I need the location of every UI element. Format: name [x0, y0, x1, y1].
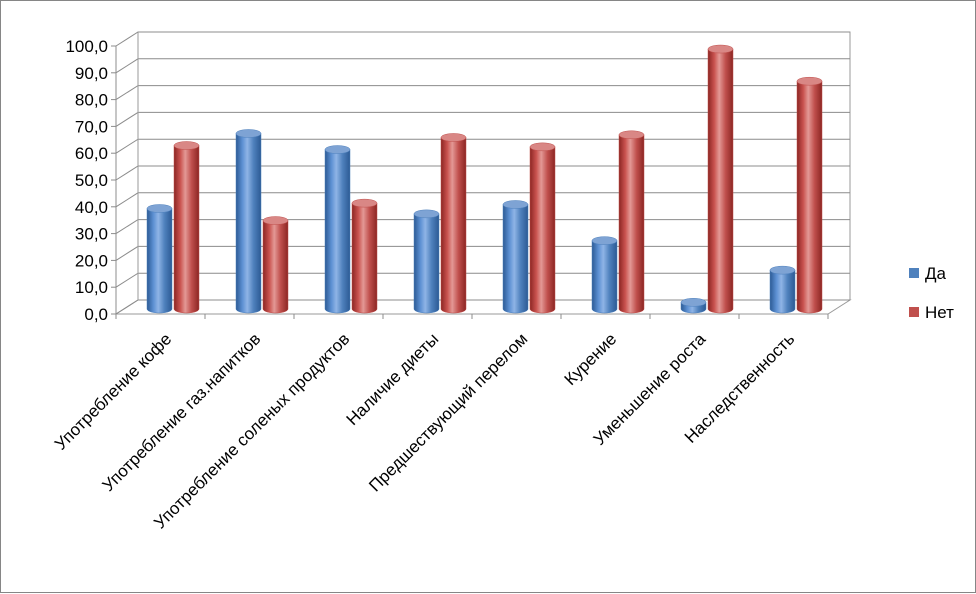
- gridline: [115, 245, 850, 261]
- bar-top: [618, 130, 645, 140]
- legend-label: Да: [925, 264, 947, 283]
- bar-body: [502, 204, 529, 314]
- bar-net-1: [173, 141, 200, 314]
- gridline: [115, 219, 850, 235]
- bar-top: [591, 236, 618, 245]
- bar-body: [324, 149, 351, 314]
- bar-top: [440, 133, 467, 142]
- bar-da-7: [680, 298, 707, 314]
- bar-net-8: [796, 76, 823, 314]
- bars: [146, 44, 823, 314]
- category-label: Курение: [561, 329, 621, 389]
- bar-da-1: [146, 204, 173, 314]
- gridline: [115, 272, 850, 288]
- bar-body: [351, 202, 378, 314]
- bar-net-3: [351, 198, 378, 314]
- y-tick-label: 90,0: [75, 64, 108, 83]
- y-tick-label: 10,0: [75, 278, 108, 297]
- bar-top: [146, 204, 173, 213]
- bar-top: [413, 209, 440, 219]
- y-tick-label: 50,0: [75, 171, 108, 190]
- bar-top: [235, 129, 262, 138]
- axes: [111, 32, 829, 319]
- gridline: [115, 58, 850, 74]
- bar-top: [707, 44, 734, 54]
- y-tick-label: 100,0: [65, 37, 108, 56]
- gridlines: [115, 31, 850, 315]
- bar-top: [680, 298, 707, 307]
- bar-top: [769, 265, 796, 275]
- bar-body: [146, 208, 173, 314]
- gridline: [115, 299, 850, 315]
- bar-net-4: [440, 133, 467, 314]
- bar-net-2: [262, 216, 289, 314]
- legend: Да Нет: [909, 264, 954, 322]
- y-tick-label: 20,0: [75, 251, 108, 270]
- bar-net-7: [707, 44, 734, 314]
- bar-top: [324, 145, 351, 154]
- gridline: [115, 85, 850, 101]
- category-label: Наличие диеты: [343, 329, 443, 429]
- bar-body: [173, 145, 200, 314]
- bar-top: [502, 200, 529, 209]
- y-tick-label: 70,0: [75, 117, 108, 136]
- bar-body: [529, 146, 556, 314]
- bar-top: [351, 198, 378, 208]
- bar-body: [440, 137, 467, 314]
- legend-label: Нет: [925, 303, 954, 322]
- bar-body: [591, 240, 618, 314]
- y-tick-label: 60,0: [75, 144, 108, 163]
- bar-da-2: [235, 129, 262, 314]
- bar-da-3: [324, 145, 351, 314]
- y-tick-label: 0,0: [84, 305, 108, 324]
- bar-body: [262, 220, 289, 314]
- gridline: [115, 111, 850, 127]
- chart-walls: [114, 31, 852, 315]
- bar-body: [707, 48, 734, 314]
- category-label: Употребление газ.напитков: [99, 329, 265, 495]
- bar-body: [413, 213, 440, 314]
- bar-body: [796, 80, 823, 314]
- bar-net-5: [529, 142, 556, 314]
- gridline: [115, 31, 850, 47]
- bar-top: [173, 141, 200, 150]
- bar-net-6: [618, 130, 645, 314]
- gridline: [115, 165, 850, 181]
- gridline: [115, 192, 850, 208]
- bar-da-4: [413, 209, 440, 314]
- bar-body: [618, 134, 645, 314]
- bar-top: [796, 76, 823, 86]
- bar-top: [529, 142, 556, 152]
- category-label: Предшествующий перелом: [365, 329, 531, 495]
- bar-da-5: [502, 200, 529, 314]
- bar-body: [769, 269, 796, 314]
- legend-swatch: [909, 268, 919, 278]
- y-tick-labels: 0,0 10,0 20,0 30,0 40,0 50,0 60,0 70,0 80,0 90,0 1…: [65, 37, 108, 324]
- y-tick-label: 40,0: [75, 198, 108, 217]
- category-label: Употребление соленых продуктов: [150, 329, 353, 532]
- bar-body: [235, 133, 262, 314]
- y-tick-label: 80,0: [75, 91, 108, 110]
- gridline: [115, 138, 850, 154]
- legend-swatch: [909, 307, 919, 317]
- bar-da-6: [591, 236, 618, 314]
- bar-da-8: [769, 265, 796, 314]
- bar-top: [262, 216, 289, 225]
- floor: [114, 299, 852, 315]
- y-tick-label: 30,0: [75, 225, 108, 244]
